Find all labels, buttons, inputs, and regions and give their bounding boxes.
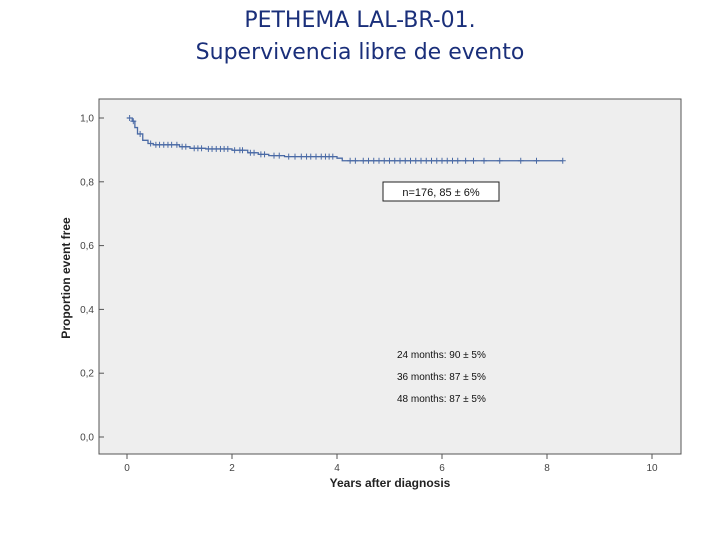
annotation-48-months: 48 months: 87 ± 5% (397, 394, 486, 405)
censor-mark (137, 130, 144, 137)
censor-mark (412, 157, 419, 164)
censor-mark (533, 157, 540, 164)
y-tick-label: 0,8 (80, 177, 94, 188)
censor-mark (307, 153, 314, 160)
legend-box (382, 181, 500, 202)
censor-mark (182, 143, 189, 150)
y-tick-label: 0,4 (80, 305, 94, 316)
chart-title-line2: Supervivencia libre de evento (195, 40, 525, 65)
censor-mark (231, 147, 238, 154)
censor-mark (347, 157, 354, 164)
censor-mark (130, 118, 137, 125)
censor-mark (402, 157, 409, 164)
x-axis-title: Years after diagnosis (330, 476, 451, 490)
censor-mark (276, 152, 283, 159)
x-axis: 0 2 4 6 8 10 (124, 454, 658, 474)
censor-mark (224, 145, 231, 152)
censor-mark (418, 157, 424, 164)
y-tick-label: 1,0 (80, 114, 94, 125)
censor-mark (126, 115, 133, 121)
censor-mark (423, 157, 430, 164)
censor-mark (239, 147, 246, 154)
censor-mark (391, 157, 398, 164)
censor-mark (271, 152, 277, 159)
censor-mark (439, 157, 445, 164)
censor-mark (147, 140, 154, 147)
censor-mark (517, 157, 524, 164)
censor-mark (352, 157, 359, 164)
censor-mark (559, 157, 566, 164)
censor-mark (449, 157, 456, 164)
censor-mark (329, 153, 336, 160)
x-tick-label: 8 (544, 463, 550, 474)
y-tick-label: 0,0 (80, 433, 94, 444)
x-tick-label: 0 (124, 463, 130, 474)
censor-mark (298, 153, 305, 160)
censor-mark (381, 157, 388, 164)
censor-mark (407, 157, 414, 164)
y-axis: 0,0 0,2 0,4 0,6 0,8 1,0 (80, 114, 104, 444)
x-tick-label: 4 (334, 463, 340, 474)
series-layer (126, 115, 566, 164)
censor-mark (470, 157, 477, 164)
censor-mark (313, 153, 319, 160)
censor-mark (198, 145, 205, 152)
annotation-36-months: 36 months: 87 ± 5% (397, 372, 486, 383)
censor-mark (365, 157, 372, 164)
x-tick-label: 6 (439, 463, 445, 474)
chart-title-line1: PETHEMA LAL-BR-01. (244, 8, 476, 33)
censor-mark (454, 157, 461, 164)
censor-mark (481, 157, 487, 164)
censor-mark (496, 157, 503, 164)
censor-mark (386, 157, 393, 164)
censor-mark (261, 151, 268, 158)
legend-label: n=176, 85 ± 6% (402, 187, 480, 199)
y-axis-title: Proportion event free (59, 217, 73, 339)
plot-area (98, 98, 682, 455)
censor-mark (397, 157, 403, 164)
censor-mark (251, 149, 258, 156)
y-tick-label: 0,6 (80, 241, 94, 252)
censor-mark (428, 157, 435, 164)
censor-mark (444, 157, 451, 164)
y-tick-label: 0,2 (80, 369, 94, 380)
censor-mark (173, 141, 180, 148)
censor-mark (370, 157, 377, 164)
x-tick-label: 2 (229, 463, 235, 474)
x-tick-label: 10 (646, 463, 658, 474)
censor-mark (462, 157, 469, 164)
censor-mark (168, 141, 175, 148)
annotation-24-months: 24 months: 90 ± 5% (397, 350, 486, 361)
censor-mark (433, 157, 440, 164)
censor-mark (285, 153, 292, 160)
censor-mark (360, 157, 367, 164)
censor-mark (292, 153, 298, 160)
censor-mark (376, 157, 382, 164)
